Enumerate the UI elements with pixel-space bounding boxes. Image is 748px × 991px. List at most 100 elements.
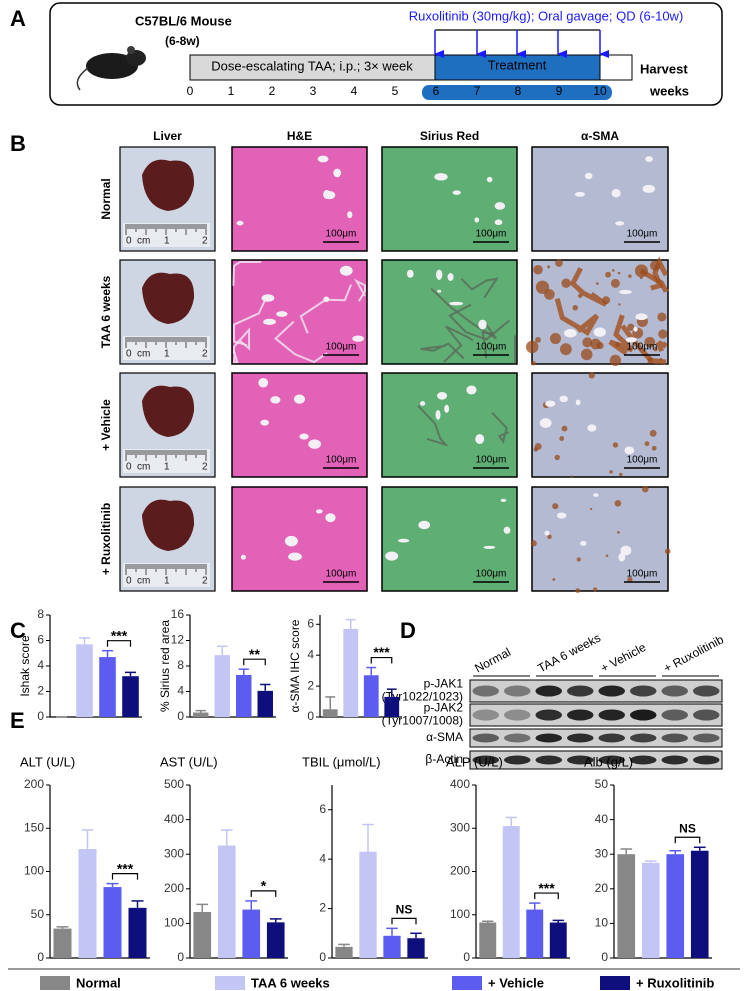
legend-swatch	[215, 976, 245, 990]
bar	[76, 644, 93, 717]
bar	[266, 922, 285, 958]
vessel	[615, 221, 625, 226]
ruler-label: cm	[137, 349, 150, 360]
asma-stain	[592, 587, 598, 592]
asma-stain	[628, 274, 632, 278]
fibrous-septum	[569, 267, 608, 307]
blot-label: α-SMA	[426, 730, 463, 744]
y-axis-label: Ishak score	[18, 635, 32, 697]
vessel	[385, 551, 399, 561]
blot-band	[535, 733, 562, 743]
significance-label: ***	[117, 860, 134, 876]
vessel	[478, 319, 487, 330]
vessel	[486, 176, 493, 183]
fibrous-septum	[443, 325, 474, 363]
scale-bar-label: 100μm	[627, 569, 658, 580]
asma-stain	[617, 530, 620, 534]
ruler	[123, 336, 210, 360]
vessel	[293, 394, 305, 404]
bar	[343, 628, 359, 717]
vessel	[397, 538, 410, 543]
phase-2-label: Treatment	[488, 57, 547, 72]
timeline-unit: weeks	[649, 83, 689, 98]
legend-swatch	[600, 976, 630, 990]
blot-band	[630, 685, 657, 697]
blot-label: p-JAK1	[424, 677, 464, 691]
bar	[78, 849, 97, 958]
bar	[617, 854, 636, 958]
fibrous-septum	[417, 405, 449, 447]
asma-stain	[559, 436, 565, 441]
vessel	[625, 337, 637, 343]
asma-stain	[644, 336, 656, 348]
vessel	[352, 335, 364, 342]
y-tick-label: 400	[164, 812, 184, 826]
chart-title: TBIL (μmol/L)	[302, 754, 381, 769]
vessel	[635, 313, 648, 321]
vessel	[436, 269, 443, 280]
asma-stain	[644, 441, 650, 447]
y-tick-label: 2	[307, 678, 314, 692]
scale-bar-label: 100μm	[326, 455, 357, 466]
vessel	[494, 202, 506, 210]
histology-image	[531, 146, 669, 252]
vessel	[593, 327, 606, 337]
legend-label: + Ruxolitinib	[636, 975, 714, 990]
scale-bar-label: 100μm	[627, 229, 658, 240]
significance-bracket	[391, 917, 417, 925]
asma-stain	[554, 454, 560, 461]
bar	[103, 887, 122, 958]
y-tick-label: 0	[463, 950, 470, 964]
vessel	[240, 554, 246, 560]
asma-stain	[605, 271, 612, 278]
vessel	[466, 385, 477, 395]
blot-band	[598, 709, 625, 721]
histology-texture	[574, 156, 656, 226]
chart-title: ALP (U/L)	[446, 754, 503, 769]
legend-label: + Vehicle	[488, 975, 544, 990]
blot-band	[693, 685, 720, 697]
y-tick-label: 0	[319, 950, 326, 964]
asma-stain	[561, 425, 568, 432]
blot-band	[472, 733, 499, 743]
bar	[242, 909, 261, 958]
bar	[363, 675, 379, 717]
scale-bar-label: 100μm	[476, 455, 507, 466]
vessel	[299, 433, 309, 440]
ruler-label: 2	[202, 236, 208, 247]
panel-letter: C	[10, 618, 26, 643]
y-tick-label: 100	[450, 907, 470, 921]
asma-stain	[664, 548, 671, 555]
blot-band	[472, 755, 499, 765]
blot-band	[598, 685, 625, 697]
blot-label: (Tyr1022/1023)	[382, 690, 463, 704]
scale-bar-label: 100μm	[326, 342, 357, 353]
blot-band	[693, 733, 720, 743]
scale-bar-label: 100μm	[627, 342, 658, 353]
blot	[469, 728, 723, 748]
ruler-label: 1	[164, 349, 170, 360]
bar	[53, 928, 72, 958]
histology-image	[381, 146, 518, 252]
asma-stain	[535, 336, 541, 343]
scale-bar-label: 100μm	[326, 569, 357, 580]
asma-stain	[552, 503, 559, 510]
histology-image	[231, 146, 368, 252]
bar	[257, 690, 273, 717]
bar	[666, 854, 685, 958]
fibrous-septum	[232, 261, 262, 286]
blot-band	[535, 709, 562, 721]
chart-title: ALT (U/L)	[20, 754, 75, 769]
asma-stain	[609, 354, 622, 367]
y-tick-label: 12	[171, 633, 185, 647]
vessel	[584, 172, 593, 180]
vessel	[544, 530, 550, 536]
vessel	[437, 391, 448, 400]
asma-stain	[602, 296, 611, 305]
y-tick-label: 20	[595, 881, 609, 895]
significance-bracket	[106, 640, 132, 647]
significance-label: ***	[111, 627, 128, 643]
bar	[690, 850, 709, 958]
asma-stain	[572, 304, 579, 311]
fibrous-septum	[554, 297, 600, 336]
